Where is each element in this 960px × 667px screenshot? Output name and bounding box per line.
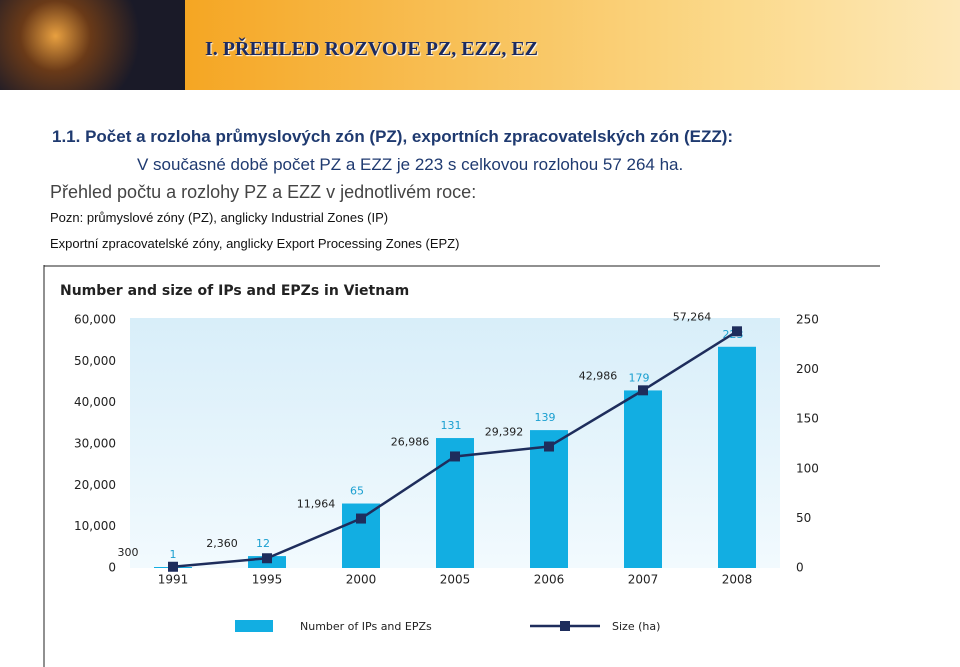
x-tick-label: 1995 (252, 573, 283, 587)
y-tick-label: 50,000 (74, 354, 116, 368)
y2-tick-label: 0 (796, 561, 804, 575)
line-value-label: 2,360 (206, 537, 238, 550)
heading: 1.1. Počet a rozloha průmyslových zón (P… (52, 127, 734, 146)
line-marker (638, 385, 648, 396)
bar (530, 430, 568, 568)
bar-value-label: 12 (256, 537, 270, 550)
x-tick-label: 2008 (722, 573, 753, 587)
line-value-label: 29,392 (485, 426, 524, 439)
legend-label: Size (ha) (612, 620, 660, 633)
line-value-label: 11,964 (297, 498, 336, 511)
y2-tick-label: 50 (796, 511, 811, 525)
y-tick-label: 0 (108, 561, 116, 575)
y-tick-label: 30,000 (74, 437, 116, 451)
y-tick-label: 60,000 (74, 313, 116, 327)
y2-tick-label: 200 (796, 362, 819, 376)
line-value-label: 300 (118, 546, 139, 559)
y-tick-label: 20,000 (74, 478, 116, 492)
bar-value-label: 139 (535, 411, 556, 424)
legend-swatch (560, 621, 570, 631)
bar-value-label: 65 (350, 485, 364, 498)
header-title: I. PŘEHLED ROZVOJE PZ, EZZ, EZ (205, 38, 538, 60)
line-value-label: 42,986 (579, 369, 618, 382)
line-marker (732, 326, 742, 337)
y-tick-label: 40,000 (74, 395, 116, 409)
line-value-label: 57,264 (673, 310, 712, 323)
bar (718, 346, 756, 568)
line-marker (262, 553, 272, 564)
line-marker (356, 513, 366, 524)
line-marker (168, 561, 178, 572)
summary: V současné době počet PZ a EZZ je 223 s … (137, 155, 684, 174)
x-tick-label: 1991 (158, 573, 189, 587)
line-marker (544, 441, 554, 452)
x-tick-label: 2005 (440, 573, 471, 587)
y2-tick-label: 100 (796, 461, 819, 475)
line-value-label: 26,986 (391, 435, 430, 448)
legend-label: Number of IPs and EPZs (300, 620, 432, 633)
note: Exportní zpracovatelské zóny, anglicky E… (50, 236, 460, 251)
x-tick-label: 2006 (534, 573, 565, 587)
bar-value-label: 131 (441, 419, 462, 432)
note: Pozn: průmyslové zóny (PZ), anglicky Ind… (50, 210, 389, 225)
legend-swatch (235, 620, 273, 632)
header-band: I. PŘEHLED ROZVOJE PZ, EZZ, EZ (185, 0, 960, 90)
bar-value-label: 1 (170, 548, 177, 561)
bar (342, 503, 380, 568)
bar (624, 390, 662, 568)
x-tick-label: 2007 (628, 573, 659, 587)
y-tick-label: 10,000 (74, 519, 116, 533)
y2-tick-label: 150 (796, 412, 819, 426)
x-tick-label: 2000 (346, 573, 377, 587)
intro: Přehled počtu a rozlohy PZ a EZZ v jedno… (50, 182, 477, 202)
header-photo (0, 0, 185, 90)
y2-tick-label: 250 (796, 313, 819, 327)
bar-value-label: 179 (629, 371, 650, 384)
chart-title: Number and size of IPs and EPZs in Vietn… (60, 283, 409, 299)
line-marker (450, 451, 460, 462)
